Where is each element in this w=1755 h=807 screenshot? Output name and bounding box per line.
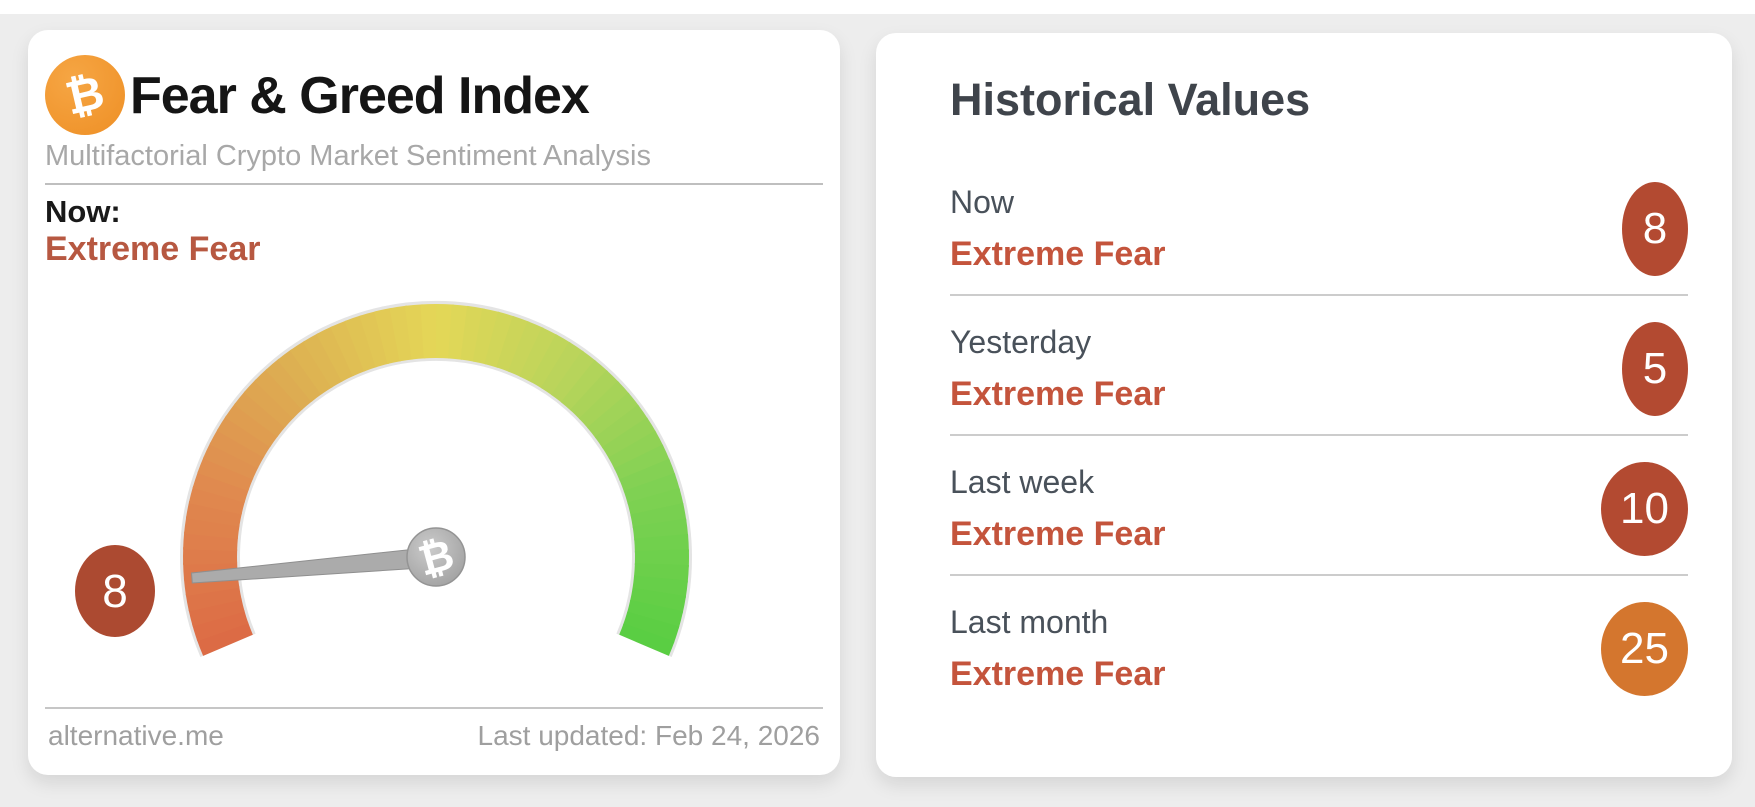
table-row: Yesterday Extreme Fear 5 bbox=[950, 294, 1688, 434]
bitcoin-logo-icon: ₿ bbox=[45, 55, 125, 135]
table-row: Last month Extreme Fear 25 bbox=[950, 574, 1688, 714]
value-badge: 8 bbox=[1622, 182, 1688, 276]
row-classification: Extreme Fear bbox=[950, 515, 1166, 553]
row-classification: Extreme Fear bbox=[950, 375, 1166, 413]
card-title: Fear & Greed Index bbox=[130, 67, 590, 125]
last-updated-text: Last updated: Feb 24, 2026 bbox=[477, 720, 821, 751]
value-badge: 5 bbox=[1622, 322, 1688, 416]
row-label: Last month bbox=[950, 604, 1109, 640]
footer-divider bbox=[45, 707, 823, 709]
header-divider bbox=[45, 183, 823, 185]
table-row: Now Extreme Fear 8 bbox=[950, 156, 1688, 294]
gauge-hub bbox=[406, 527, 466, 587]
value-badge: 25 bbox=[1601, 602, 1688, 696]
historical-title: Historical Values bbox=[950, 74, 1311, 125]
hub-bitcoin-glyph: ₿ bbox=[413, 529, 459, 585]
bitcoin-glyph: ₿ bbox=[60, 64, 110, 126]
now-label: Now: bbox=[45, 194, 121, 229]
value-badge: 10 bbox=[1601, 462, 1688, 556]
gauge-arc bbox=[180, 300, 692, 657]
card-subtitle: Multifactorial Crypto Market Sentiment A… bbox=[45, 140, 651, 172]
card-footer: alternative.me Last updated: Feb 24, 202… bbox=[48, 720, 820, 752]
row-classification: Extreme Fear bbox=[950, 655, 1166, 693]
gauge-value-badge: 8 bbox=[75, 545, 155, 637]
historical-rows: Now Extreme Fear 8 Yesterday Extreme Fea… bbox=[950, 156, 1688, 714]
table-row: Last week Extreme Fear 10 bbox=[950, 434, 1688, 574]
source-link[interactable]: alternative.me bbox=[48, 720, 224, 751]
now-classification: Extreme Fear bbox=[45, 230, 261, 268]
gauge-needle: ₿ bbox=[190, 527, 466, 587]
row-label: Last week bbox=[950, 464, 1095, 500]
historical-values-card: Historical Values Now Extreme Fear 8 Yes… bbox=[876, 33, 1732, 777]
fear-greed-card: ₿ Fear & Greed Index Multifactorial Cryp… bbox=[28, 30, 840, 775]
row-label: Now bbox=[950, 184, 1015, 220]
row-classification: Extreme Fear bbox=[950, 235, 1166, 273]
row-label: Yesterday bbox=[950, 324, 1092, 360]
